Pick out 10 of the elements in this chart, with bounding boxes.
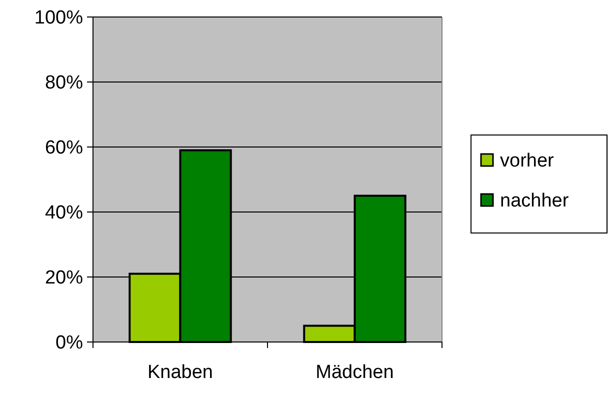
y-tick-label: 20% (44, 268, 84, 289)
y-tick-label: 60% (44, 138, 84, 159)
x-tick-label: Mädchen (316, 362, 394, 383)
y-tick-label: 80% (44, 72, 84, 94)
legend-label: nachher (500, 190, 570, 212)
y-tick-label: 100% (34, 8, 84, 29)
y-tick-label: 0% (56, 332, 84, 354)
y-tick-label: 40% (44, 202, 84, 224)
legend-label: vorher (500, 150, 555, 172)
x-tick-label: Knaben (147, 362, 214, 383)
